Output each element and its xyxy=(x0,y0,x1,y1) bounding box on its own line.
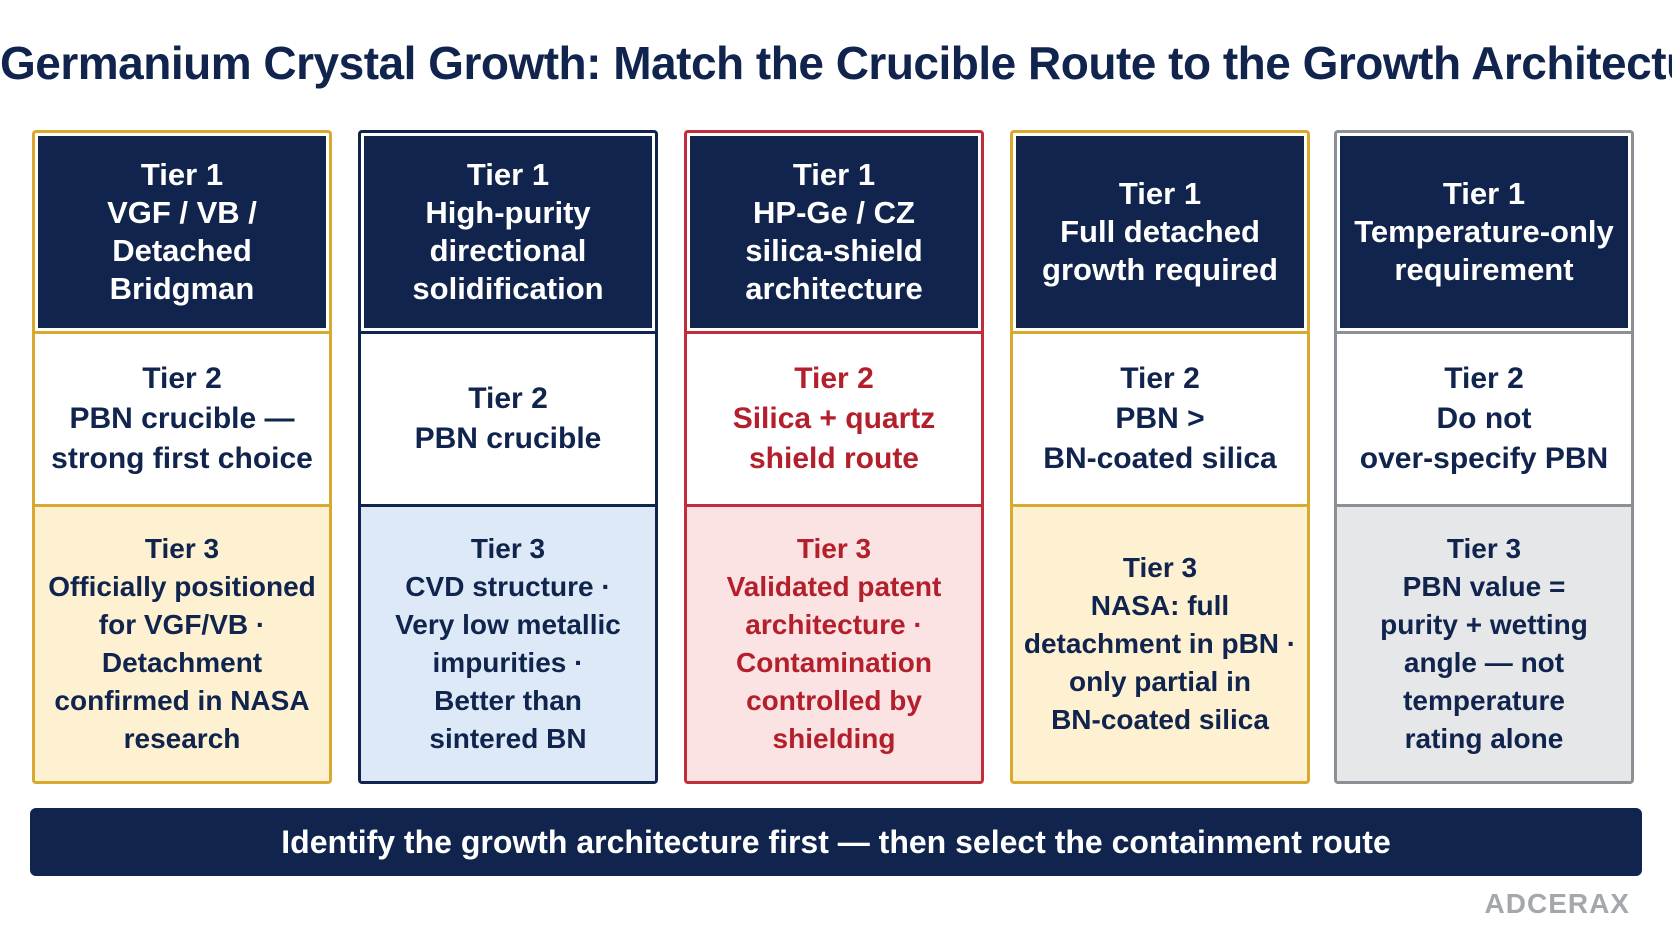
tier1-heading: Tier 1 xyxy=(466,157,550,192)
tier2-text: PBN > BN-coated silica xyxy=(1043,402,1277,475)
tier3-heading: Tier 3 xyxy=(1122,552,1198,583)
tier1-cell: Tier 1 HP-Ge / CZ silica-shield architec… xyxy=(690,136,978,328)
tier2-text: Do not over-specify PBN xyxy=(1359,402,1609,475)
tier2-text: PBN crucible — strong first choice xyxy=(51,402,313,475)
tier3-heading: Tier 3 xyxy=(1446,533,1522,564)
tier2-heading: Tier 2 xyxy=(1120,362,1200,395)
tier1-text: High-purity directional solidification xyxy=(412,195,604,306)
tier2-cell: Tier 2 PBN crucible — strong first choic… xyxy=(35,331,329,507)
column-temperature-only: Tier 1 Temperature-only requirement Tier… xyxy=(1334,130,1634,784)
tier2-cell: Tier 2 Silica + quartz shield route xyxy=(687,331,981,507)
tier1-text: VGF / VB / Detached Bridgman xyxy=(107,195,257,306)
tier3-cell: Tier 3 NASA: full detachment in pBN · on… xyxy=(1013,507,1307,781)
brand-logo: ADCERAX xyxy=(1484,888,1630,919)
tier1-text: Temperature-only requirement xyxy=(1354,214,1614,287)
tier3-cell: Tier 3 PBN value = purity + wetting angl… xyxy=(1337,507,1631,781)
tier2-cell: Tier 2 Do not over-specify PBN xyxy=(1337,331,1631,507)
tier1-text: HP-Ge / CZ silica-shield architecture xyxy=(745,195,923,306)
tier1-cell: Tier 1 Temperature-only requirement xyxy=(1340,136,1628,328)
column-vgf-vb: Tier 1 VGF / VB / Detached Bridgman Tier… xyxy=(32,130,332,784)
tier1-cell: Tier 1 VGF / VB / Detached Bridgman xyxy=(38,136,326,328)
tier1-text: Full detached growth required xyxy=(1042,214,1278,287)
summary-banner-text: Identify the growth architecture first —… xyxy=(281,823,1391,860)
tier3-text: Validated patent architecture · Contamin… xyxy=(726,571,942,754)
summary-banner: Identify the growth architecture first —… xyxy=(30,808,1642,876)
tier3-heading: Tier 3 xyxy=(470,533,546,564)
tier2-heading: Tier 2 xyxy=(794,362,874,395)
column-high-purity: Tier 1 High-purity directional solidific… xyxy=(358,130,658,784)
tier3-text: CVD structure · Very low metallic impuri… xyxy=(395,571,621,754)
tier3-text: PBN value = purity + wetting angle — not… xyxy=(1380,571,1588,754)
tier3-text: Officially positioned for VGF/VB · Detac… xyxy=(48,571,316,754)
tier3-heading: Tier 3 xyxy=(796,533,872,564)
tier2-heading: Tier 2 xyxy=(142,362,222,395)
tier1-heading: Tier 1 xyxy=(1442,176,1526,211)
tier3-heading: Tier 3 xyxy=(144,533,220,564)
tier1-heading: Tier 1 xyxy=(792,157,876,192)
column-hp-ge-cz: Tier 1 HP-Ge / CZ silica-shield architec… xyxy=(684,130,984,784)
tier3-cell: Tier 3 Officially positioned for VGF/VB … xyxy=(35,507,329,781)
tier1-heading: Tier 1 xyxy=(140,157,224,192)
tier2-heading: Tier 2 xyxy=(1444,362,1524,395)
tier1-heading: Tier 1 xyxy=(1118,176,1202,211)
tier3-cell: Tier 3 CVD structure · Very low metallic… xyxy=(361,507,655,781)
tier2-text: Silica + quartz shield route xyxy=(732,402,936,475)
tier1-cell: Tier 1 High-purity directional solidific… xyxy=(364,136,652,328)
tier2-cell: Tier 2 PBN > BN-coated silica xyxy=(1013,331,1307,507)
tier2-cell: Tier 2 PBN crucible xyxy=(361,331,655,507)
tier3-cell: Tier 3 Validated patent architecture · C… xyxy=(687,507,981,781)
page-title: Germanium Crystal Growth: Match the Cruc… xyxy=(0,37,1672,89)
tier3-text: NASA: full detachment in pBN · only part… xyxy=(1023,590,1297,735)
tier2-text: PBN crucible xyxy=(414,422,602,455)
tier2-heading: Tier 2 xyxy=(468,382,548,415)
tier1-cell: Tier 1 Full detached growth required xyxy=(1016,136,1304,328)
column-full-detached: Tier 1 Full detached growth required Tie… xyxy=(1010,130,1310,784)
